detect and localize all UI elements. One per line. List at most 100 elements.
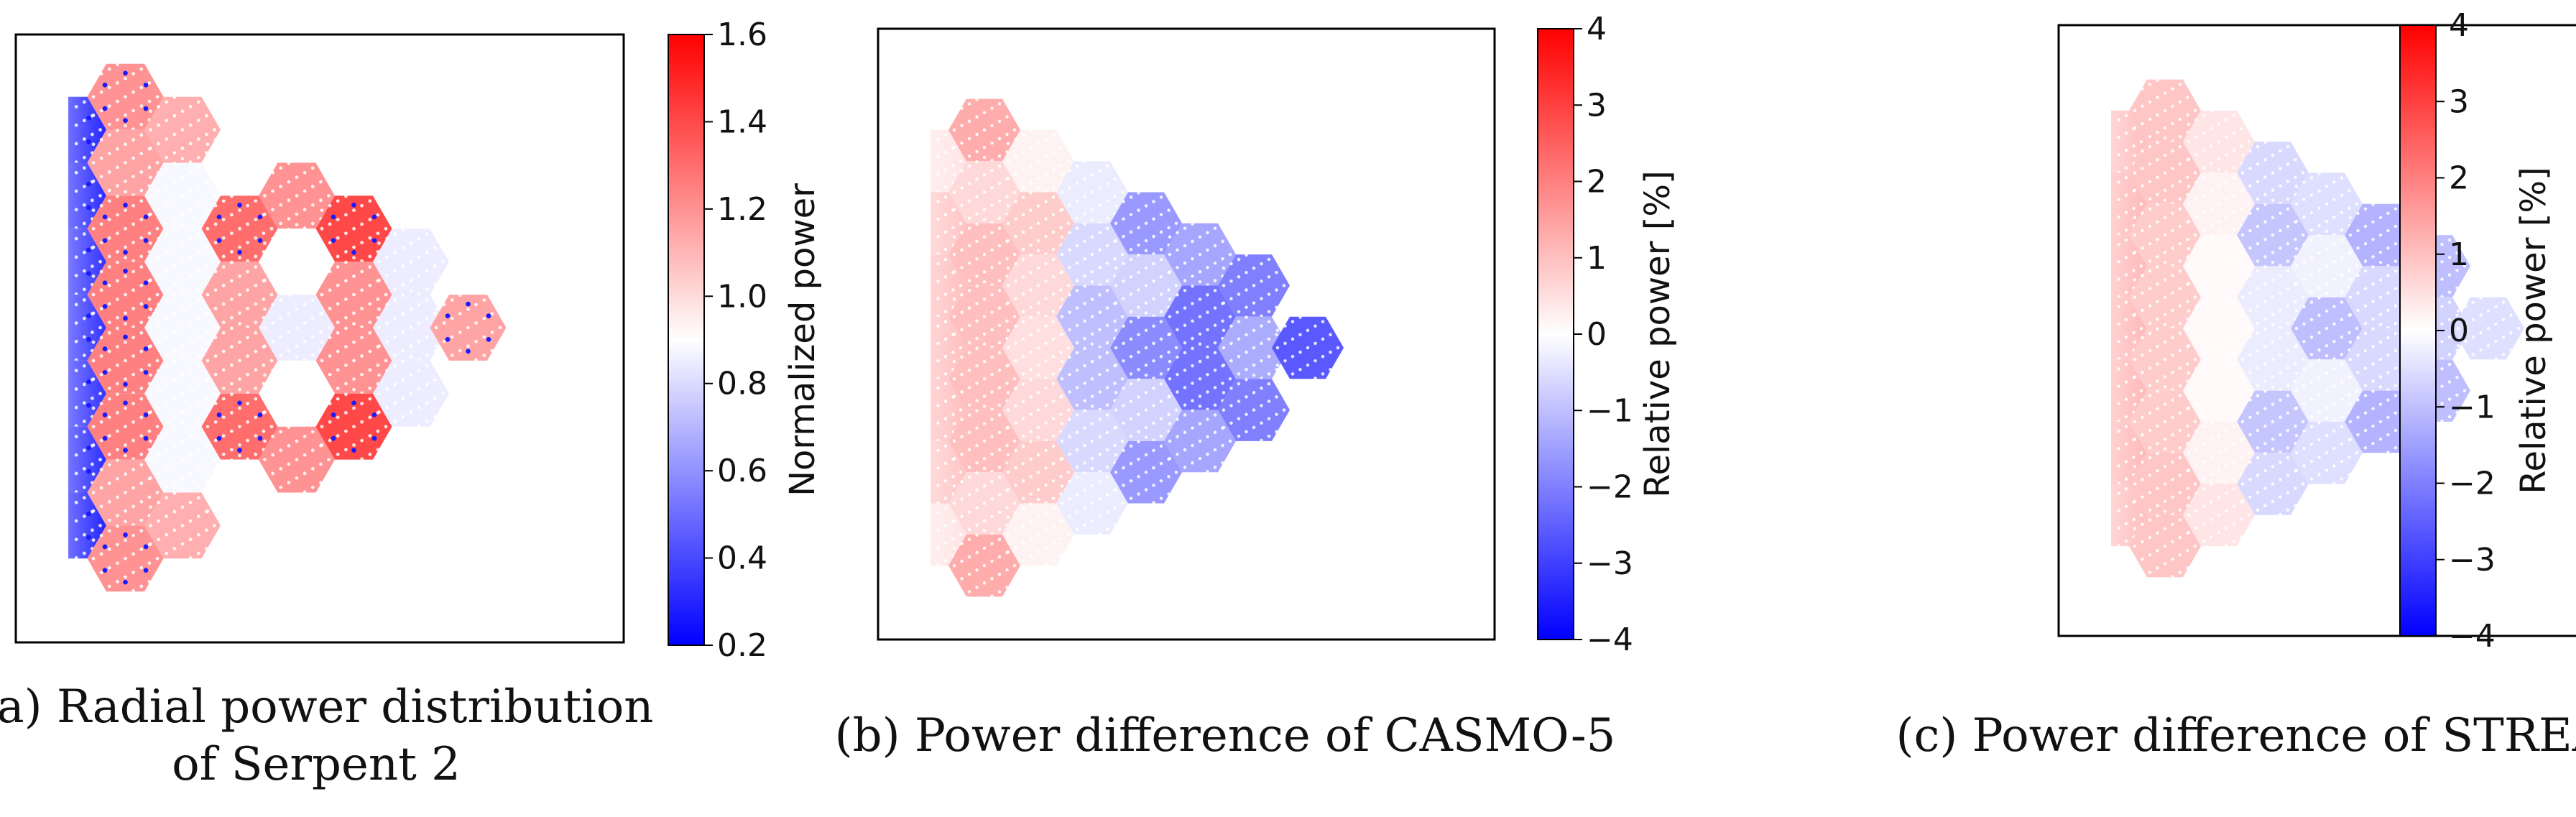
fuel-pin xyxy=(1006,391,1010,394)
fuel-pin xyxy=(2302,260,2306,264)
fuel-pin xyxy=(2187,343,2191,348)
fuel-pin xyxy=(1260,280,1263,283)
fuel-pin xyxy=(2163,323,2167,327)
fuel-pin xyxy=(1229,359,1233,363)
fuel-pin xyxy=(2141,121,2144,126)
fuel-pin xyxy=(196,203,200,207)
fuel-pin xyxy=(246,354,249,358)
fuel-pin xyxy=(99,175,103,179)
fuel-pin xyxy=(967,403,971,407)
fuel-pin xyxy=(2148,474,2152,477)
fuel-pin xyxy=(1144,249,1148,253)
fuel-pin xyxy=(1152,262,1155,266)
fuel-pin xyxy=(490,312,494,316)
fuel-pin xyxy=(2171,495,2174,499)
fuel-pin xyxy=(116,279,119,283)
colorbar-tick-label: −3 xyxy=(2449,542,2496,578)
fuel-pin xyxy=(221,415,226,420)
fuel-pin xyxy=(377,278,381,282)
fuel-pin xyxy=(2171,184,2174,188)
fuel-pin xyxy=(982,546,987,550)
fuel-pin xyxy=(959,284,963,287)
fuel-pin xyxy=(165,137,169,141)
fuel-pin xyxy=(2232,477,2236,481)
fuel-pin xyxy=(196,401,200,405)
fuel-pin xyxy=(1051,558,1056,563)
fuel-pin xyxy=(997,306,1002,310)
fuel-pin xyxy=(2225,526,2228,530)
fuel-pin xyxy=(320,274,324,278)
fuel-pin xyxy=(213,128,216,131)
fuel-pin xyxy=(2139,389,2143,392)
fuel-pin xyxy=(295,458,299,461)
fuel-pin xyxy=(2148,571,2152,574)
absorber-pin xyxy=(86,445,91,451)
fuel-pin xyxy=(336,415,340,420)
fuel-pin xyxy=(2163,313,2167,317)
fuel-pin xyxy=(2240,331,2243,335)
fuel-pin xyxy=(982,145,987,149)
fuel-pin xyxy=(2302,198,2306,201)
fuel-pin xyxy=(1105,261,1109,265)
fuel-pin xyxy=(2256,287,2260,290)
fuel-pin xyxy=(188,471,193,476)
fuel-pin xyxy=(91,198,94,203)
fuel-pin xyxy=(2171,308,2174,313)
fuel-pin xyxy=(165,532,169,537)
fuel-pin xyxy=(2371,407,2375,410)
fuel-pin xyxy=(433,282,437,287)
absorber-pin xyxy=(371,238,377,244)
fuel-pin xyxy=(960,203,964,207)
fuel-pin xyxy=(2187,513,2191,517)
fuel-pin xyxy=(1066,408,1071,412)
fuel-pin xyxy=(328,372,332,377)
fuel-pin xyxy=(2232,425,2236,429)
fuel-pin xyxy=(2325,354,2329,358)
fuel-pin xyxy=(149,109,152,114)
fuel-pin xyxy=(2256,207,2260,211)
fuel-pin xyxy=(1174,488,1178,491)
fuel-pin xyxy=(1183,368,1187,372)
fuel-pin xyxy=(2193,171,2197,175)
fuel-pin xyxy=(1075,351,1079,355)
fuel-pin xyxy=(188,255,193,259)
fuel-pin xyxy=(310,448,315,453)
fuel-pin xyxy=(213,420,218,424)
fuel-pin xyxy=(975,149,979,154)
fuel-pin xyxy=(328,354,332,358)
fuel-pin xyxy=(319,481,323,485)
fuel-pin xyxy=(246,156,249,160)
fuel-pin xyxy=(2371,203,2375,206)
fuel-pin xyxy=(2248,274,2252,277)
fuel-pin xyxy=(2124,460,2128,463)
fuel-pin xyxy=(2193,482,2197,486)
fuel-pin xyxy=(441,259,445,264)
fuel-pin xyxy=(2163,465,2167,468)
fuel-pin xyxy=(2271,420,2275,424)
fuel-pin xyxy=(287,282,291,287)
fuel-pin xyxy=(1222,266,1226,270)
fuel-pin xyxy=(1090,536,1094,540)
fuel-pin xyxy=(2317,331,2321,335)
fuel-pin xyxy=(943,247,948,251)
fuel-pin xyxy=(2325,282,2329,285)
fuel-pin xyxy=(1114,239,1118,243)
fuel-pin xyxy=(2378,402,2383,406)
fuel-pin xyxy=(990,293,994,297)
fuel-pin xyxy=(2340,193,2344,197)
fuel-pin xyxy=(2248,291,2252,295)
fuel-pin xyxy=(238,491,241,494)
fuel-pin xyxy=(116,315,119,320)
fuel-pin xyxy=(246,138,249,142)
fuel-pin xyxy=(2256,304,2260,308)
fuel-pin xyxy=(2148,304,2152,308)
fuel-pin xyxy=(2202,362,2206,366)
fuel-pin xyxy=(2240,144,2243,148)
fuel-pin xyxy=(1129,372,1133,376)
fuel-pin xyxy=(2187,157,2191,161)
fuel-pin xyxy=(997,590,1002,594)
fuel-pin xyxy=(116,458,119,462)
fuel-pin xyxy=(1159,444,1163,448)
fuel-pin xyxy=(2393,321,2398,326)
fuel-pin xyxy=(2202,415,2206,419)
